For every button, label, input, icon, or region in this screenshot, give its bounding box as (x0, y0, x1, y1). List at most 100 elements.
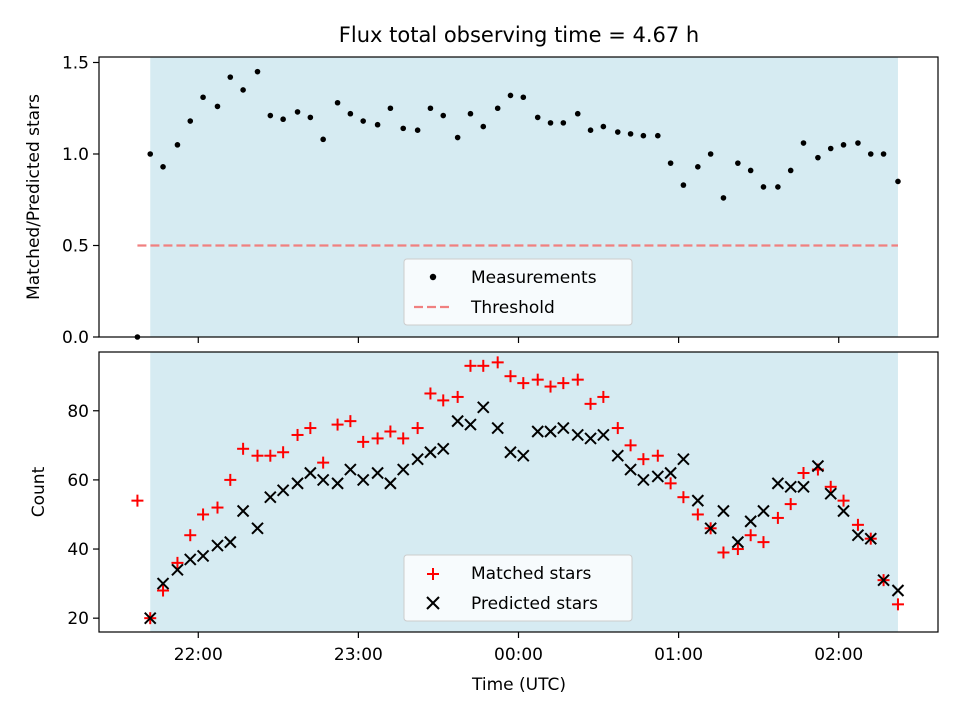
predicted-star-point (424, 446, 437, 459)
measurement-point (280, 116, 286, 123)
matched-star-point (717, 546, 730, 559)
measurement-point (815, 154, 821, 161)
measurement-point (320, 136, 326, 143)
count-panel: 20 40 60 80 22:00 23:00 00:00 01:00 02:00 Count… (29, 351, 939, 695)
predicted-star-point (837, 504, 850, 518)
matched-star-point (504, 370, 517, 383)
measurement-point (867, 151, 874, 157)
measurement-point (254, 68, 261, 75)
predicted-star-point (637, 473, 650, 487)
predicted-star-point (597, 428, 610, 442)
matched-star-point (277, 446, 290, 459)
predicted-star-point (771, 477, 785, 490)
matched-star-point (491, 356, 504, 369)
y-tick-label: 0.0 (62, 328, 89, 348)
predicted-star-point (264, 490, 277, 504)
measurement-point (895, 178, 901, 185)
predicted-star-point (504, 446, 517, 459)
matched-stars-legend-marker (427, 568, 439, 580)
measurement-point (374, 121, 381, 128)
matched-star-point (571, 373, 584, 386)
measurement-point (787, 167, 794, 174)
matched-star-point (371, 432, 384, 445)
predicted-star-point (291, 477, 304, 490)
predicted-star-point (236, 504, 250, 518)
measurement-point (520, 94, 527, 101)
matched-star-point (531, 373, 544, 386)
matched-star-point (171, 556, 184, 569)
y-tick-label: 60 (67, 471, 89, 491)
x-tick-label: 00:00 (494, 645, 543, 665)
predicted-star-point (196, 549, 210, 563)
count-y-label: Count (29, 466, 49, 517)
predicted-star-point (224, 535, 237, 549)
matched-star-point (211, 501, 224, 514)
matched-star-point (437, 394, 450, 407)
matched-star-point (797, 466, 810, 479)
chart-title: Flux total observing time = 4.67 h (339, 23, 699, 47)
matched-star-point (317, 456, 330, 469)
measurement-point (440, 112, 447, 119)
matched-star-point (464, 359, 477, 372)
matched-star-point (637, 453, 650, 466)
predicted-star-point (731, 535, 745, 549)
predicted-star-point (611, 449, 624, 462)
predicted-star-point (397, 463, 410, 476)
measurement-point (614, 129, 621, 135)
predicted-star-point (624, 463, 637, 476)
y-tick-label: 20 (67, 609, 89, 629)
measurement-point (707, 151, 714, 157)
matched-star-point (157, 584, 170, 597)
threshold-legend-label: Threshold (470, 298, 555, 318)
matched-star-point (731, 543, 744, 556)
matched-star-point (184, 529, 197, 542)
measurement-point (667, 160, 674, 166)
measurement-point (760, 184, 767, 190)
predicted-star-point (211, 539, 224, 552)
count-x-label: Time (UTC) (471, 675, 566, 695)
ratio-y-ticks: 0.0 0.5 1.0 1.5 (62, 53, 99, 348)
predicted-stars-legend-marker (426, 596, 440, 610)
predicted-star-point (864, 532, 877, 545)
matched-star-point (744, 529, 757, 542)
matched-star-point (757, 536, 770, 549)
measurement-point (467, 110, 474, 117)
predicted-star-point (691, 494, 705, 507)
predicted-star-point (704, 522, 717, 535)
measurement-point (294, 109, 301, 115)
predicted-star-point (517, 449, 530, 462)
y-tick-label: 80 (67, 402, 89, 422)
matched-star-point (251, 449, 264, 462)
measurement-point (267, 112, 274, 119)
measurement-point (547, 120, 554, 126)
measurement-point (187, 118, 194, 124)
predicted-star-point (851, 529, 865, 542)
matched-star-point (824, 480, 837, 493)
predicted-star-point (664, 466, 677, 480)
ratio-legend: Measurements Threshold (403, 258, 633, 326)
measurement-point (747, 167, 754, 174)
predicted-star-point (677, 452, 690, 466)
matched-star-point (344, 415, 357, 428)
matched-star-point (544, 380, 557, 393)
measurement-point (307, 114, 314, 121)
measurement-point (695, 164, 701, 170)
predicted-star-point (437, 442, 450, 455)
x-tick-label: 02:00 (814, 645, 863, 665)
measurement-point (147, 151, 154, 157)
predicted-star-point (544, 425, 557, 438)
ratio-legend-box (403, 258, 633, 326)
predicted-star-point (651, 470, 665, 483)
matched-star-point (624, 439, 637, 452)
measurement-point (334, 99, 341, 106)
predicted-star-point (144, 611, 157, 625)
predicted-star-point (571, 428, 584, 442)
matched-star-point (837, 494, 850, 507)
matched-star-point (424, 387, 437, 400)
predicted-star-point (477, 401, 490, 414)
matched-star-point (651, 449, 664, 462)
matched-star-point (691, 508, 704, 521)
predicted-star-point (557, 421, 570, 435)
